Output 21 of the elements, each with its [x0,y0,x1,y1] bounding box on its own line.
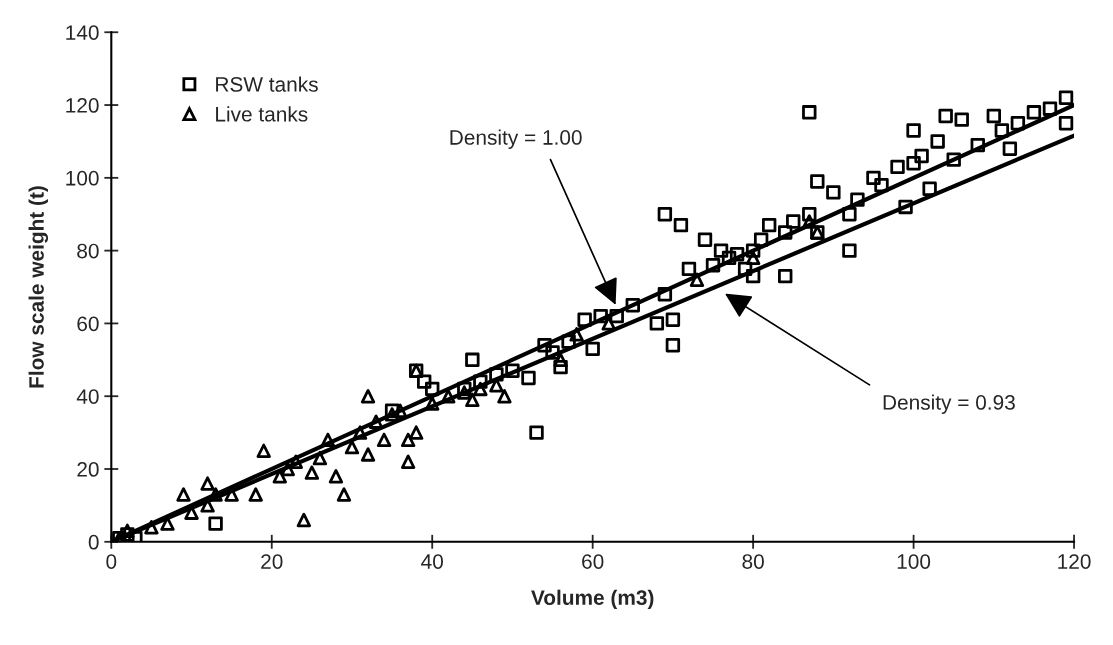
annotation: Density = 1.00 [450,129,582,149]
x-tick-label: 80 [742,554,764,569]
annotation: Density = 0.93 [883,394,1015,414]
y-tick-label: 140 [66,25,99,40]
y-tick-label: 100 [66,170,99,186]
y-tick-label: 40 [76,389,99,404]
legend-label: Live tanks [216,106,308,122]
x-tick-label: 20 [261,554,283,569]
y-tick-label: 20 [77,462,99,477]
x-tick-label: 100 [897,554,931,569]
x-tick-label: 60 [582,554,604,569]
x-tick-label: 120 [1058,554,1091,569]
y-tick-label: 0 [88,534,99,550]
legend-label: RSW tanks [216,76,318,92]
y-axis-title: Flow scale weight (t) [28,186,49,388]
x-axis-title: Volume (m3) [531,589,654,610]
y-tick-label: 60 [77,316,99,332]
y-tick-label: 120 [66,98,99,113]
x-tick-label: 40 [421,554,443,569]
x-tick-label: 0 [106,554,117,569]
y-tick-label: 80 [77,243,99,259]
